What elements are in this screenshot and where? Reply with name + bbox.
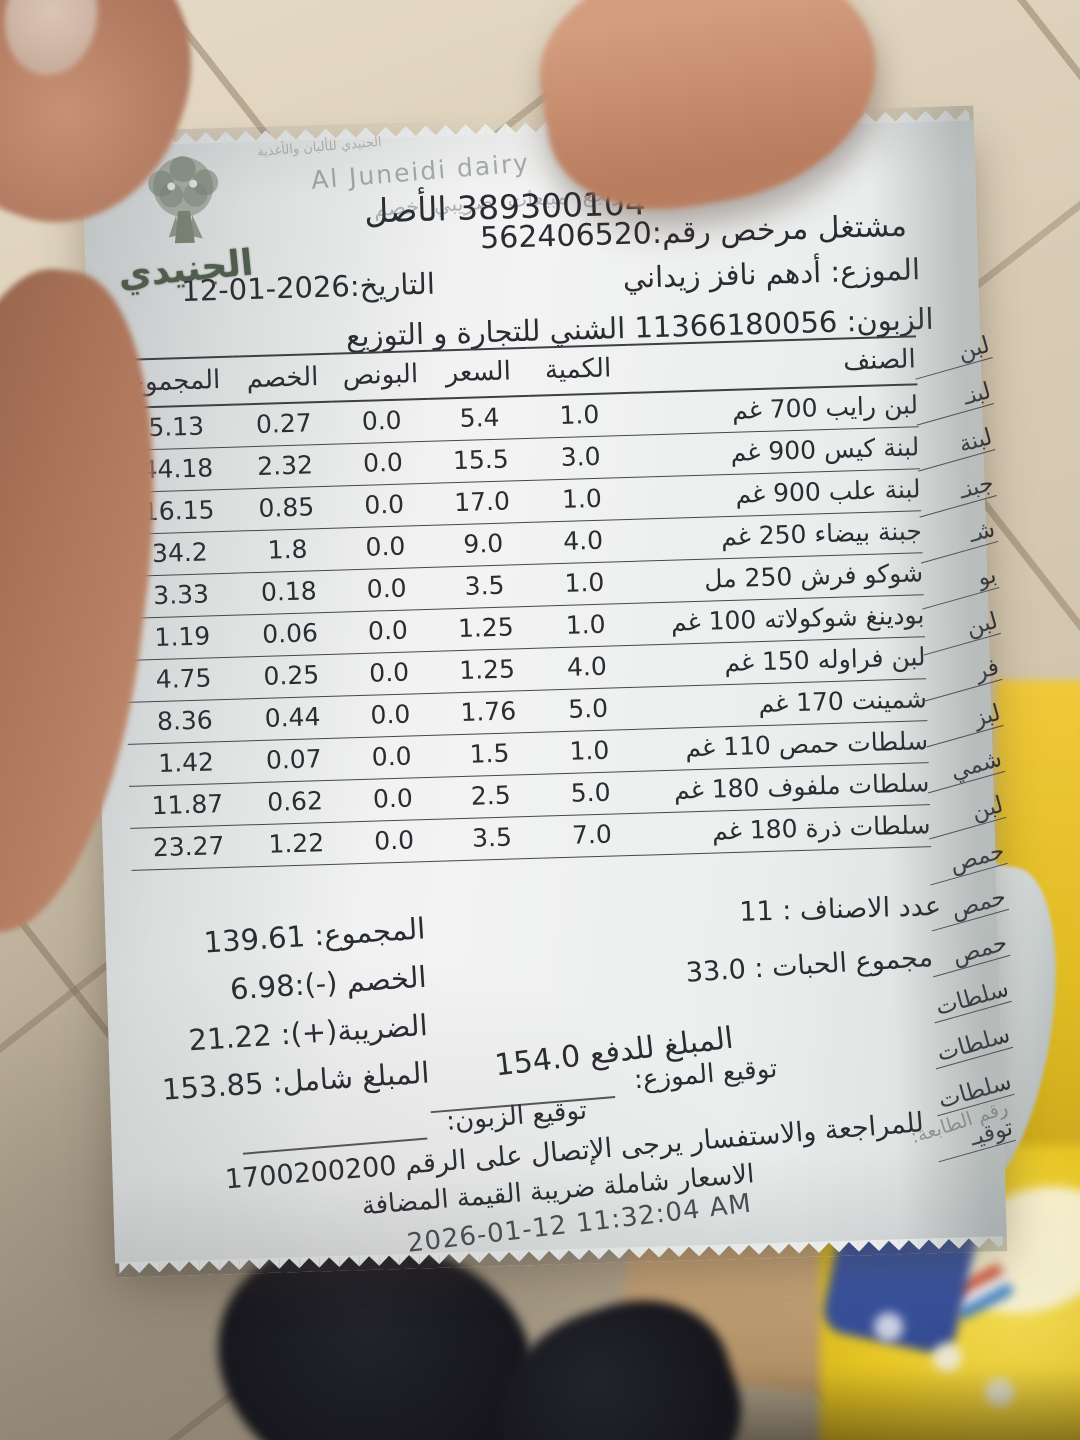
inclusive-line: المبلغ شامل: 153.85: [160, 1055, 431, 1107]
edge-fragment: شـ: [913, 516, 999, 565]
qty-cell: 1.0: [531, 477, 633, 523]
price-cell: 3.5: [434, 564, 536, 610]
discount-cell: 0.27: [233, 401, 335, 448]
units-total-line: مجموع الحبات : 33.0: [684, 941, 934, 989]
summary-counts: عدد الاصناف : 11 مجموع الحبات : 33.0: [684, 890, 943, 989]
summary-amounts: المجموع: 139.61 الخصم (-):6.98 الضريبة(+…: [157, 911, 430, 1106]
price-cell: 17.0: [431, 480, 533, 526]
edge-fragment: لبن: [922, 792, 1007, 841]
distributor-line: الموزع: أدهم نافز زيداني: [622, 252, 921, 296]
items-table: الصنف الكمية السعر البونص الخصم المجموع …: [116, 335, 932, 871]
discount-cell: 0.44: [242, 696, 344, 741]
discount-cell: 0.62: [244, 779, 346, 825]
brand-logo: الجنيدي: [112, 151, 256, 297]
qty-cell: 3.0: [530, 435, 632, 481]
price-cell: 1.5: [439, 732, 541, 778]
qty-cell: 7.0: [541, 813, 643, 859]
bonus-cell: 0.0: [336, 525, 435, 571]
qty-cell: 1.0: [533, 561, 635, 607]
qty-cell: 4.0: [532, 519, 634, 565]
discount-cell: 0.25: [240, 654, 342, 699]
price-cell: 15.5: [430, 438, 532, 484]
col-header-discount: الخصم: [231, 353, 334, 405]
fingernail: [0, 0, 107, 83]
edge-fragment: سلطات: [927, 976, 1012, 1025]
item-name-cell: سلطات ذرة 180 غم: [641, 804, 932, 856]
col-header-bonus: البونص: [331, 350, 430, 402]
edge-fragment: سلطات: [928, 1022, 1014, 1071]
items-count-line: عدد الاصناف : 11: [738, 890, 942, 928]
edge-fragment: لبنـ: [909, 378, 995, 427]
discount-cell: 0.07: [243, 738, 345, 783]
bonus-cell: 0.0: [334, 441, 432, 487]
col-header-price: السعر: [427, 347, 529, 399]
price-cell: 1.76: [437, 690, 539, 736]
bonus-cell: 0.0: [344, 777, 442, 822]
bonus-cell: 0.0: [341, 693, 440, 739]
qty-cell: 5.0: [540, 771, 642, 817]
receipt: الجنيدي الجنيدي للألبان والأغذية Al June…: [81, 105, 1017, 1278]
discount-cell: 0.06: [239, 612, 341, 658]
price-cell: 2.5: [440, 774, 542, 820]
edge-fragment: حمص: [926, 930, 1011, 979]
line-total-cell: 1.42: [127, 740, 245, 787]
edge-fragment: فر: [917, 654, 1003, 703]
col-header-item: الصنف: [627, 336, 918, 393]
line-total-cell: 11.87: [129, 782, 246, 829]
items-body: لبن رايب 700 غم 1.0 5.4 0.0 0.27 5.13 لب…: [117, 384, 932, 871]
bonus-cell: 0.0: [338, 567, 436, 613]
price-cell: 9.0: [432, 522, 534, 568]
line-total-cell: 8.36: [126, 698, 244, 745]
distributor-date-row: الموزع: أدهم نافز زيداني التاريخ:2026-01…: [181, 252, 921, 308]
discount-cell: 1.8: [237, 528, 339, 574]
qty-cell: 1.0: [538, 729, 640, 775]
discount-cell: 0.85: [235, 486, 337, 532]
bonus-cell: 0.0: [340, 651, 438, 697]
price-cell: 5.4: [429, 395, 531, 442]
edge-fragment: جبنـ: [912, 470, 997, 519]
qty-cell: 4.0: [536, 645, 638, 691]
edge-fragment: حمص: [924, 884, 1010, 933]
edge-fragment: لبز: [919, 700, 1004, 749]
discount-line: الخصم (-):6.98: [229, 960, 428, 1007]
discount-cell: 0.18: [238, 570, 340, 616]
line-total-cell: 4.75: [125, 657, 243, 703]
tax-line: الضريبة(+): 21.22: [187, 1007, 430, 1058]
col-header-qty: الكمية: [527, 344, 629, 396]
edge-fragment: لبنة: [911, 424, 996, 473]
bonus-cell: 0.0: [345, 819, 443, 864]
line-total-cell: 23.27: [130, 824, 248, 871]
price-cell: 1.25: [436, 648, 538, 694]
edge-fragment: سلطات: [930, 1068, 1015, 1117]
discount-cell: 2.32: [234, 444, 336, 490]
edge-fragment: توقيـ: [931, 1114, 1017, 1163]
qty-cell: 1.0: [535, 603, 637, 649]
tree-logo-icon: [148, 156, 219, 244]
bonus-cell: 0.0: [339, 609, 437, 655]
price-cell: 1.25: [435, 606, 537, 652]
edge-fragment: حمص: [923, 838, 1008, 887]
edge-fragment: بو: [915, 562, 1000, 611]
bonus-cell: 0.0: [335, 483, 433, 529]
subtotal-line: المجموع: 139.61: [202, 911, 427, 960]
bonus-cell: 0.0: [343, 735, 441, 780]
qty-cell: 5.0: [537, 687, 639, 733]
edge-fragment: لبن: [916, 608, 1002, 657]
discount-cell: 1.22: [245, 821, 347, 867]
qty-cell: 1.0: [528, 392, 630, 439]
bonus-cell: 0.0: [333, 398, 431, 445]
edge-fragment: لبن: [908, 332, 993, 381]
price-cell: 3.5: [441, 816, 543, 862]
edge-fragment: شمي: [920, 746, 1006, 795]
